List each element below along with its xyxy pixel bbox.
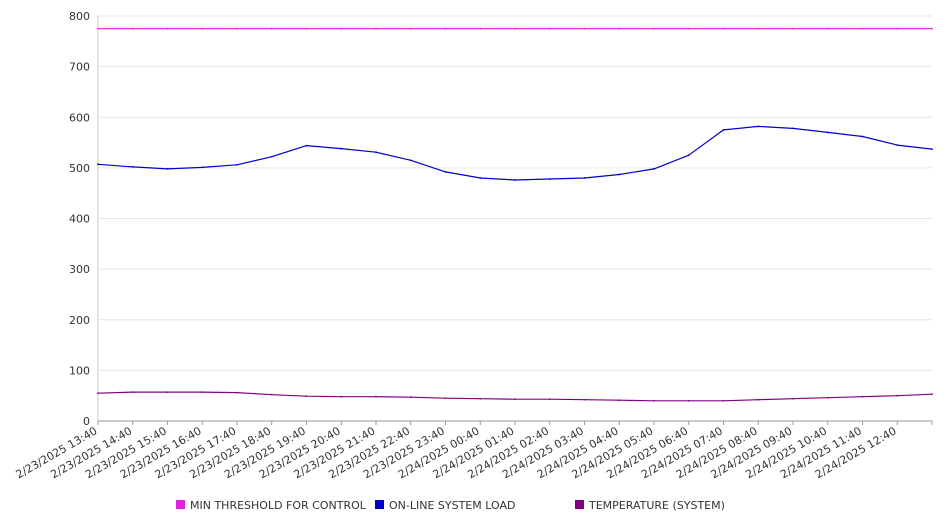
data-point <box>826 396 829 399</box>
data-point <box>548 27 551 30</box>
y-tick-label: 600 <box>69 111 90 124</box>
data-point <box>97 392 99 395</box>
y-tick-label: 700 <box>69 61 90 74</box>
data-point <box>722 399 725 402</box>
data-point <box>340 147 343 150</box>
data-point <box>444 397 447 400</box>
data-point <box>722 27 725 30</box>
y-tick-label: 800 <box>69 10 90 23</box>
data-point <box>409 396 412 399</box>
data-point <box>757 398 760 401</box>
data-point <box>792 27 794 30</box>
data-point <box>409 159 412 162</box>
data-point <box>861 395 864 398</box>
data-point <box>687 399 690 402</box>
data-point <box>236 391 238 394</box>
y-tick-label: 500 <box>69 162 90 175</box>
data-point <box>653 167 655 170</box>
data-point <box>479 177 482 179</box>
y-tick-label: 100 <box>69 364 90 377</box>
data-point <box>896 394 899 397</box>
legend-label: TEMPERATURE (SYSTEM) <box>588 499 725 512</box>
y-tick-label: 0 <box>83 415 90 428</box>
data-point <box>409 27 412 30</box>
data-point <box>931 148 933 151</box>
series-layer <box>97 27 933 402</box>
data-point <box>618 27 621 30</box>
data-point <box>896 27 899 30</box>
legend-swatch <box>375 500 384 509</box>
legend-label: ON-LINE SYSTEM LOAD <box>389 499 515 512</box>
data-point <box>131 27 134 30</box>
data-point <box>201 27 204 30</box>
data-point <box>305 27 308 30</box>
data-point <box>375 27 377 30</box>
data-point <box>548 398 551 401</box>
data-point <box>375 395 377 398</box>
data-point <box>444 171 447 173</box>
data-point <box>826 27 829 30</box>
y-tick-label: 300 <box>69 263 90 276</box>
legend-swatch <box>575 500 584 509</box>
y-tick-label: 400 <box>69 213 90 226</box>
data-point <box>270 27 273 30</box>
data-point <box>340 395 343 398</box>
legend-label: MIN THRESHOLD FOR CONTROL <box>190 499 367 512</box>
data-point <box>826 131 829 134</box>
data-point <box>931 393 933 396</box>
data-point <box>896 144 899 146</box>
y-tick-label: 200 <box>69 314 90 327</box>
data-point <box>618 399 621 402</box>
legend: MIN THRESHOLD FOR CONTROL ON-LINE SYSTEM … <box>176 499 725 512</box>
data-point <box>97 163 99 166</box>
data-point <box>583 27 586 30</box>
series-line-1 <box>97 125 933 181</box>
data-point <box>444 27 447 30</box>
data-point <box>653 399 655 402</box>
data-point <box>236 163 238 166</box>
grid-layer <box>98 15 932 371</box>
data-point <box>757 27 760 30</box>
data-point <box>618 173 621 176</box>
data-point <box>792 397 794 400</box>
data-point <box>201 391 204 394</box>
data-point <box>305 395 308 398</box>
data-point <box>97 27 99 30</box>
data-point <box>687 154 690 157</box>
data-point <box>305 144 308 147</box>
data-point <box>270 155 273 158</box>
data-point <box>861 135 864 138</box>
data-point <box>687 27 690 30</box>
data-point <box>131 391 134 394</box>
data-point <box>514 398 516 401</box>
data-point <box>270 393 273 396</box>
data-point <box>583 398 586 401</box>
data-point <box>131 165 134 168</box>
data-point <box>583 177 586 179</box>
data-point <box>548 178 551 180</box>
data-point <box>479 27 482 30</box>
data-point <box>236 27 238 30</box>
data-point <box>166 391 169 394</box>
data-point <box>792 127 794 130</box>
legend-swatch <box>176 500 185 509</box>
data-point <box>479 397 482 400</box>
data-point <box>375 151 377 154</box>
data-point <box>757 125 760 128</box>
data-point <box>722 129 725 131</box>
data-point <box>166 167 169 170</box>
data-point <box>166 27 169 30</box>
data-point <box>340 27 343 30</box>
data-point <box>931 27 933 30</box>
data-point <box>514 27 516 30</box>
data-point <box>653 27 655 30</box>
data-point <box>201 166 204 169</box>
data-point <box>514 179 516 181</box>
data-point <box>861 27 864 30</box>
